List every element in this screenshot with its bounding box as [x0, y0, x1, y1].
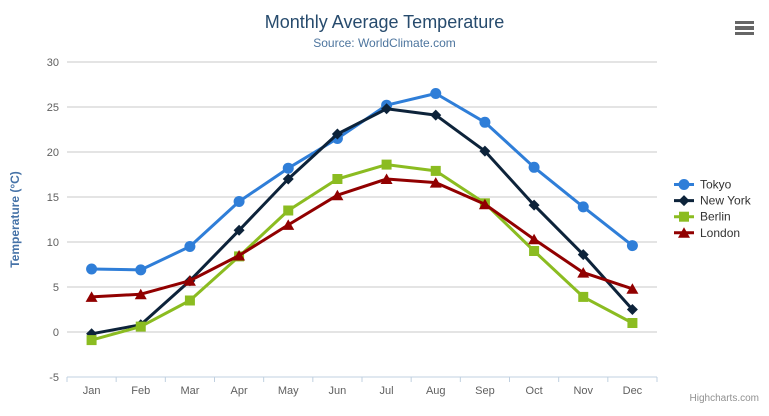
series-marker-square [381, 159, 392, 170]
legend-label: London [700, 226, 740, 240]
x-axis-label: Jan [83, 385, 101, 397]
series-marker-circle [135, 264, 147, 276]
series-marker-square [184, 295, 195, 306]
series-marker-triangle [380, 173, 393, 184]
credit-link[interactable]: Highcharts.com [689, 393, 759, 404]
series-marker-triangle [331, 189, 344, 201]
y-axis-tick-label: -5 [49, 372, 59, 384]
series-tokyo [86, 88, 638, 276]
series-marker-circle [282, 162, 294, 174]
series-london [85, 173, 639, 302]
series-marker-square [627, 318, 638, 328]
series-marker-diamond [479, 145, 491, 157]
series-marker-diamond [626, 304, 638, 315]
series-marker-circle [626, 240, 638, 252]
series-marker-square [430, 165, 441, 176]
chart-subtitle: Source: WorldClimate.com [313, 36, 456, 50]
export-menu-button[interactable] [735, 21, 754, 35]
series-marker-circle [233, 196, 245, 207]
x-axis-label: May [278, 385, 299, 397]
legend-item-tokyo[interactable]: Tokyo [674, 178, 732, 192]
series-marker-triangle [429, 177, 442, 188]
series-marker-diamond [282, 173, 294, 185]
x-axis-label: Mar [180, 385, 199, 397]
series-marker-diamond [577, 249, 589, 261]
series-line-london [90, 177, 634, 299]
x-axis-label: Jun [329, 385, 347, 397]
series-marker-diamond [331, 128, 343, 140]
x-axis-label: Sep [475, 385, 495, 397]
series-marker-circle [184, 241, 196, 252]
y-axis-tick-label: 0 [53, 327, 59, 339]
series-marker-square [332, 174, 343, 184]
y-axis-tick-label: 25 [47, 102, 59, 114]
series-marker-triangle [85, 291, 98, 302]
legend-item-new-york[interactable]: New York [674, 194, 752, 208]
series-marker-circle [86, 263, 98, 275]
series-marker-diamond [381, 103, 393, 115]
x-axis-label: Jul [380, 385, 394, 397]
series-marker-triangle [626, 283, 639, 294]
series-marker-square [86, 335, 97, 346]
x-axis-label: Nov [573, 385, 593, 397]
y-axis-tick-label: 5 [53, 282, 59, 294]
series-marker-square [578, 291, 589, 302]
series-marker-diamond [233, 224, 245, 236]
y-axis-tick-label: 20 [47, 147, 59, 159]
x-axis-label: Feb [131, 385, 150, 397]
series-marker-circle [577, 201, 589, 213]
series-marker-diamond [528, 199, 540, 211]
series-marker-square [529, 246, 540, 256]
series-marker-square [679, 211, 689, 222]
y-axis-tick-label: 10 [47, 237, 59, 249]
legend-label: Tokyo [700, 178, 732, 192]
legend-label: New York [700, 194, 752, 208]
series-marker-circle [479, 116, 491, 128]
series-marker-triangle [678, 227, 690, 238]
series-marker-circle [430, 88, 442, 99]
y-axis-tick-label: 30 [47, 57, 59, 69]
series-marker-square [135, 321, 146, 332]
hamburger-icon [735, 26, 754, 30]
series-line-new-york [90, 107, 634, 336]
series-marker-circle [678, 179, 690, 190]
chart-title: Monthly Average Temperature [264, 12, 505, 32]
x-axis-label: Aug [426, 385, 446, 397]
legend-item-berlin[interactable]: Berlin [674, 210, 731, 224]
x-axis-label: Apr [231, 385, 248, 397]
series-new-york [86, 103, 638, 340]
series-marker-square [283, 205, 294, 216]
series-marker-triangle [528, 233, 541, 245]
y-axis-title: Temperature (°C) [8, 171, 22, 268]
legend-item-london[interactable]: London [674, 226, 740, 240]
series-marker-circle [528, 161, 540, 173]
series-marker-triangle [134, 288, 147, 300]
series-marker-triangle [183, 275, 196, 286]
series-line-berlin [90, 163, 634, 342]
x-axis-label: Dec [623, 385, 643, 397]
series-marker-triangle [282, 219, 295, 230]
series-marker-triangle [577, 267, 590, 278]
series-marker-triangle [233, 250, 246, 261]
series-marker-triangle [478, 198, 491, 210]
x-axis-label: Oct [526, 385, 543, 397]
series-marker-diamond [678, 195, 690, 207]
hamburger-icon [735, 21, 754, 25]
y-axis-tick-label: 15 [47, 192, 59, 204]
legend-label: Berlin [700, 210, 731, 224]
series-marker-diamond [430, 109, 442, 121]
hamburger-icon [735, 31, 754, 35]
